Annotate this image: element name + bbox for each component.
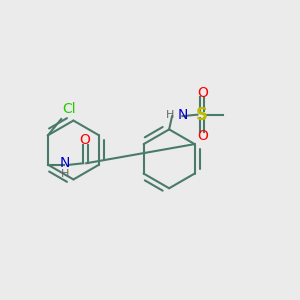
Text: N: N (59, 156, 70, 170)
Text: S: S (196, 106, 208, 124)
Text: H: H (166, 110, 174, 120)
Text: Cl: Cl (63, 102, 76, 116)
Text: O: O (197, 86, 208, 100)
Text: O: O (79, 133, 90, 147)
Text: H: H (61, 169, 69, 178)
Text: O: O (197, 129, 208, 143)
Text: N: N (178, 108, 188, 122)
